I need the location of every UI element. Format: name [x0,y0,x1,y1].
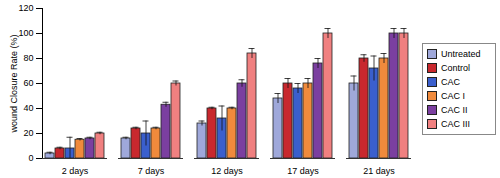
svg-text:100: 100 [18,28,33,38]
svg-text:20: 20 [23,128,33,138]
svg-text:120: 120 [18,3,33,13]
svg-text:80: 80 [23,53,33,63]
html-text:CAC II: CAC II [441,105,468,115]
svg-text:21 days: 21 days [363,166,395,176]
svg-text:17 days: 17 days [287,166,319,176]
svg-text:wound Closure Rate (%): wound Closure Rate (%) [9,34,19,133]
html-text:CAC III: CAC III [441,119,470,129]
html-text:Control: Control [441,63,470,73]
svg-text:12 days: 12 days [211,166,243,176]
svg-text:40: 40 [23,103,33,113]
html-text:CAC: CAC [441,77,460,87]
html-text:Untreated: Untreated [441,49,481,59]
svg-text:2 days: 2 days [62,166,89,176]
html-text:CAC I: CAC I [441,91,465,101]
svg-text:0: 0 [28,153,33,163]
svg-text:7 days: 7 days [138,166,165,176]
svg-text:60: 60 [23,78,33,88]
